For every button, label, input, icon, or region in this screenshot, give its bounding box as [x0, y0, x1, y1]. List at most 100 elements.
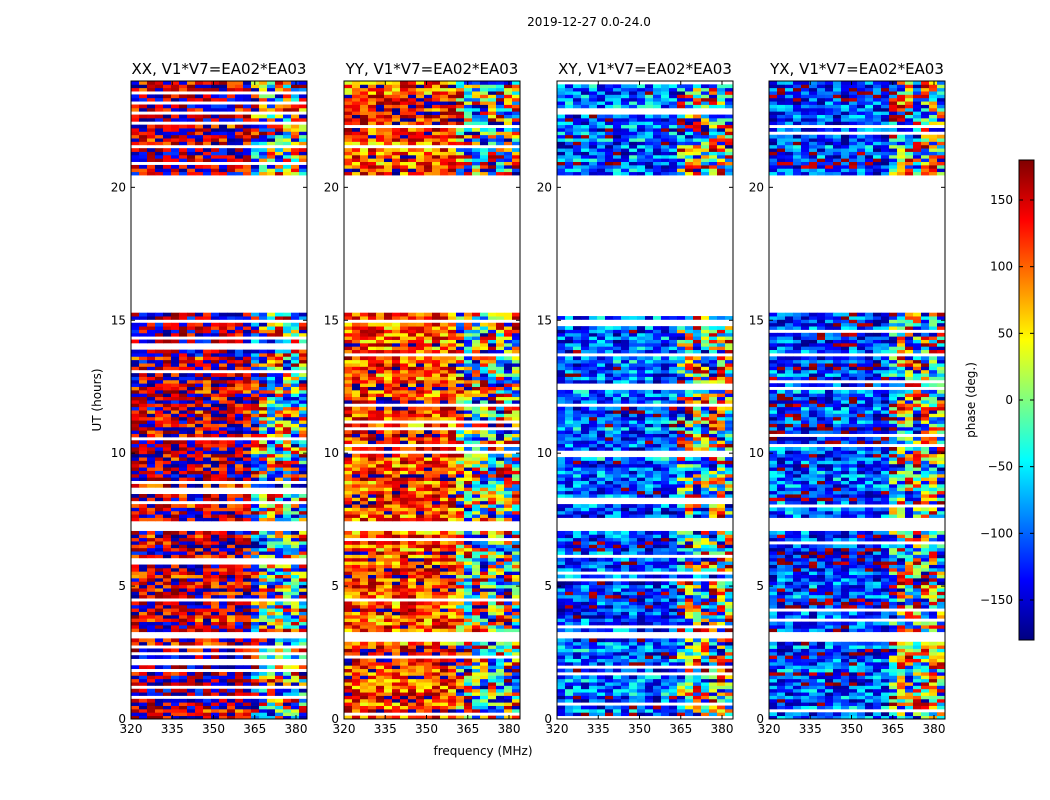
heatmap-cell [400, 453, 409, 458]
heatmap-cell [456, 577, 465, 582]
heatmap-cell [344, 715, 353, 720]
heatmap-cell [203, 708, 212, 713]
heatmap-cell [512, 671, 521, 676]
heatmap-cell [400, 574, 409, 579]
heatmap-cell [472, 497, 481, 502]
heatmap-cell [344, 376, 353, 381]
heatmap-cell [376, 369, 385, 374]
heatmap-cell [163, 450, 172, 455]
heatmap-cell [424, 692, 433, 696]
heatmap-cell [472, 702, 481, 706]
heatmap-cell [488, 393, 497, 398]
heatmap-cell [472, 359, 481, 364]
heatmap-cell [211, 554, 220, 559]
heatmap-cell [219, 537, 228, 542]
heatmap-cell [291, 611, 300, 616]
heatmap-cell [251, 316, 260, 320]
heatmap-cell [251, 84, 260, 89]
heatmap-cell [299, 477, 308, 481]
heatmap-cell [211, 138, 220, 142]
heatmap-cell [211, 655, 220, 659]
heatmap-cell [384, 423, 393, 428]
heatmap-cell [368, 369, 377, 374]
heatmap-cell [384, 346, 393, 351]
heatmap-cell [392, 470, 401, 475]
heatmap-cell [147, 581, 156, 586]
heatmap-cell [251, 692, 260, 696]
heatmap-cell [275, 705, 284, 710]
heatmap-cell [432, 332, 441, 337]
heatmap-cell [283, 678, 292, 683]
heatmap-cell [360, 577, 369, 582]
heatmap-cell [251, 322, 260, 327]
heatmap-cell [400, 369, 409, 374]
heatmap-cell [432, 326, 441, 330]
heatmap-cell [131, 389, 140, 394]
heatmap-cell [155, 614, 164, 619]
heatmap-cell [235, 148, 244, 152]
heatmap-cell [392, 658, 401, 663]
heatmap-cell [352, 708, 361, 713]
heatmap-cell [512, 500, 521, 505]
heatmap-cell [131, 151, 140, 156]
heatmap-cell [227, 366, 236, 371]
heatmap-cell [488, 494, 497, 498]
heatmap-cell [368, 373, 377, 377]
heatmap-cell [275, 588, 284, 592]
heatmap-cell [187, 678, 196, 683]
heatmap-cell [235, 94, 244, 99]
heatmap-cell [480, 329, 489, 334]
heatmap-cell [384, 628, 393, 633]
heatmap-cell [243, 356, 252, 361]
heatmap-cell [360, 473, 369, 478]
heatmap-cell [496, 383, 505, 387]
heatmap-cell [472, 628, 481, 633]
heatmap-cell [211, 594, 220, 599]
heatmap-cell [496, 460, 505, 465]
heatmap-cell [368, 675, 377, 680]
heatmap-cell [480, 577, 489, 582]
heatmap-cell [384, 500, 393, 505]
heatmap-cell [211, 470, 220, 475]
heatmap-cell [283, 608, 292, 612]
heatmap-cell [440, 678, 449, 683]
heatmap-cell [267, 594, 276, 599]
heatmap-cell [243, 164, 252, 169]
heatmap-cell [360, 477, 369, 481]
heatmap-cell [472, 648, 481, 653]
heatmap-cell [139, 467, 148, 471]
heatmap-cell [376, 702, 385, 706]
heatmap-cell [131, 460, 140, 465]
heatmap-cell [360, 383, 369, 387]
heatmap-cell [219, 416, 228, 421]
heatmap-cell [424, 510, 433, 515]
heatmap-cell [267, 396, 276, 401]
heatmap-cell [291, 618, 300, 623]
heatmap-cell [464, 557, 473, 562]
heatmap-cell [291, 376, 300, 381]
heatmap-cell [488, 500, 497, 505]
heatmap-cell [275, 356, 284, 361]
heatmap-cell [219, 567, 228, 572]
heatmap-cell [195, 574, 204, 579]
heatmap-cell [464, 504, 473, 508]
heatmap-cell [504, 705, 513, 710]
heatmap-cell [299, 611, 308, 616]
x-tick-label: 380 [285, 722, 308, 736]
heatmap-cell [408, 312, 417, 317]
heatmap-cell [139, 379, 148, 384]
heatmap-cell [472, 530, 481, 535]
heatmap-cell [187, 514, 196, 518]
heatmap-cell [392, 685, 401, 690]
heatmap-cell [416, 668, 425, 673]
heatmap-cell [504, 584, 513, 589]
heatmap-cell [384, 611, 393, 616]
heatmap-cell [504, 494, 513, 498]
heatmap-cell [219, 544, 228, 549]
heatmap-cell [408, 383, 417, 387]
heatmap-cell [352, 608, 361, 612]
heatmap-cell [251, 158, 260, 162]
heatmap-cell [131, 510, 140, 515]
heatmap-cell [179, 107, 188, 112]
heatmap-cell [283, 114, 292, 119]
